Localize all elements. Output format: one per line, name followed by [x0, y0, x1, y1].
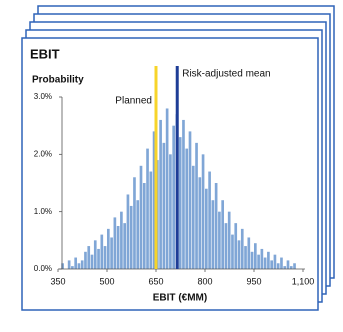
bar	[214, 183, 218, 269]
bar	[80, 260, 84, 269]
bar	[159, 119, 162, 269]
bar	[107, 228, 110, 269]
bar	[169, 154, 172, 269]
bar	[293, 263, 296, 269]
bar	[263, 257, 267, 269]
bar	[103, 246, 107, 269]
bar	[227, 211, 231, 269]
bar	[142, 183, 146, 269]
bar	[240, 228, 244, 269]
x-tick-label: 500	[99, 276, 114, 286]
bar	[123, 223, 126, 269]
chart-title: EBIT	[30, 46, 60, 61]
bar	[254, 243, 257, 269]
bar	[244, 246, 247, 269]
bar	[221, 200, 224, 269]
bar	[126, 194, 130, 269]
bar	[67, 260, 71, 269]
bar	[208, 171, 211, 269]
bar	[267, 251, 270, 269]
bar	[250, 251, 254, 269]
bar	[257, 254, 260, 269]
bar	[182, 119, 185, 269]
bar	[270, 260, 273, 269]
bar	[136, 200, 140, 269]
bar	[280, 257, 283, 269]
y-tick-label: 2.0%	[34, 149, 52, 158]
bar	[84, 251, 87, 269]
bar	[139, 165, 143, 269]
x-tick-label: 800	[197, 276, 212, 286]
bar	[273, 254, 277, 269]
y-tick-label: 3.0%	[34, 92, 52, 101]
bar	[224, 223, 228, 269]
bar	[234, 223, 238, 269]
bar	[110, 237, 113, 269]
bar	[162, 142, 166, 269]
bar	[276, 263, 280, 269]
bar	[231, 234, 234, 269]
bar	[93, 240, 97, 269]
bar	[188, 131, 192, 269]
bar	[260, 248, 264, 269]
y-axis-label: Probability	[32, 75, 84, 86]
x-tick-label: 650	[148, 276, 163, 286]
bar	[71, 266, 74, 269]
y-tick-label: 0.0%	[34, 264, 52, 273]
bar	[237, 240, 241, 269]
bar	[218, 211, 221, 269]
bar	[165, 108, 169, 269]
bar	[129, 205, 133, 269]
y-tick-label: 1.0%	[34, 207, 52, 216]
marker-label: Planned	[115, 96, 152, 107]
bar	[87, 246, 91, 269]
bar	[113, 217, 117, 269]
bar	[120, 211, 123, 269]
bar	[247, 237, 251, 269]
bar	[172, 125, 175, 270]
bar	[133, 177, 136, 269]
bar	[97, 248, 100, 269]
bar	[178, 137, 182, 269]
bar	[198, 177, 202, 269]
bar	[100, 234, 104, 269]
bar	[116, 226, 120, 269]
bar	[191, 165, 195, 269]
bar	[74, 257, 77, 269]
bar	[283, 266, 287, 269]
bar	[211, 200, 215, 269]
x-tick-label: 350	[50, 276, 65, 286]
bar	[195, 142, 198, 269]
bar	[149, 171, 153, 269]
bar	[61, 263, 64, 269]
x-tick-label: 1,100	[292, 276, 315, 286]
bar	[146, 148, 149, 269]
x-axis-label: EBIT (€MM)	[153, 293, 207, 304]
marker-label: Risk-adjusted mean	[182, 69, 270, 80]
bar	[205, 188, 208, 269]
bar	[90, 254, 94, 269]
bar	[152, 131, 156, 269]
bar	[77, 263, 81, 269]
bar	[201, 154, 205, 269]
bar	[289, 266, 293, 269]
bar	[185, 148, 189, 269]
x-tick-label: 950	[246, 276, 261, 286]
bar	[286, 260, 290, 269]
